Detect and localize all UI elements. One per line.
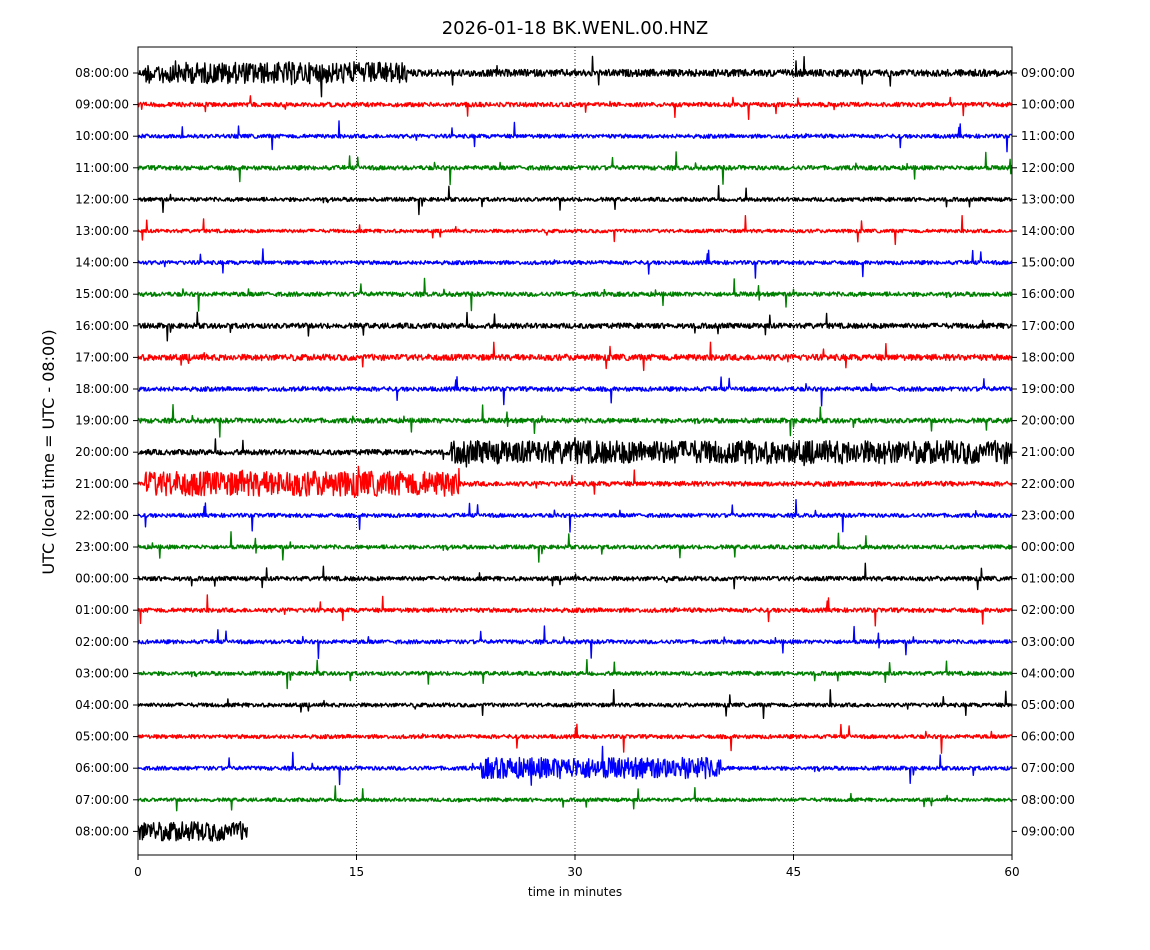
trace-line — [137, 248, 1013, 279]
x-tick-label: 15 — [349, 865, 364, 879]
y-tick-label-local: 07:00:00 — [1021, 761, 1075, 775]
y-tick-label-utc: 18:00:00 — [75, 382, 129, 396]
y-tick-label-utc: 07:00:00 — [75, 793, 129, 807]
trace-line — [137, 436, 1013, 468]
y-tick-label-local: 09:00:00 — [1021, 824, 1075, 838]
y-tick-label-local: 21:00:00 — [1021, 445, 1075, 459]
trace-line — [137, 785, 1013, 812]
y-tick-label-local: 05:00:00 — [1021, 698, 1075, 712]
y-tick-label-local: 00:00:00 — [1021, 540, 1075, 554]
y-tick-label-utc: 19:00:00 — [75, 414, 129, 428]
y-tick-label-utc: 21:00:00 — [75, 477, 129, 491]
y-tick-label-utc: 01:00:00 — [75, 603, 129, 617]
trace-line — [137, 562, 1013, 591]
y-tick-label-utc: 09:00:00 — [75, 98, 129, 112]
y-tick-label-utc: 04:00:00 — [75, 698, 129, 712]
trace-line — [137, 499, 1013, 533]
y-tick-label-utc: 03:00:00 — [75, 666, 129, 680]
y-tick-label-utc: 05:00:00 — [75, 730, 129, 744]
trace-line — [137, 376, 1013, 407]
y-tick-label-local: 16:00:00 — [1021, 287, 1075, 301]
y-tick-label-utc: 10:00:00 — [75, 129, 129, 143]
y-tick-label-utc: 23:00:00 — [75, 540, 129, 554]
trace-line — [137, 625, 1013, 660]
trace-line — [137, 341, 1013, 372]
trace-line — [137, 151, 1013, 186]
y-tick-label-local: 15:00:00 — [1021, 256, 1075, 270]
x-tick-label: 60 — [1004, 865, 1019, 879]
trace-line — [137, 465, 1013, 498]
y-tick-label-local: 17:00:00 — [1021, 319, 1075, 333]
y-tick-label-utc: 12:00:00 — [75, 192, 129, 206]
y-tick-label-utc: 08:00:00 — [75, 66, 129, 80]
y-tick-label-local: 19:00:00 — [1021, 382, 1075, 396]
y-axis-label: UTC (local time = UTC - 08:00) — [39, 329, 58, 574]
x-tick-label: 30 — [567, 865, 582, 879]
y-tick-label-utc: 13:00:00 — [75, 224, 129, 238]
y-tick-label-utc: 11:00:00 — [75, 161, 129, 175]
y-tick-label-utc: 08:00:00 — [75, 824, 129, 838]
y-tick-label-local: 03:00:00 — [1021, 635, 1075, 649]
chart-title: 2026-01-18 BK.WENL.00.HNZ — [442, 18, 709, 39]
axis-ticks: 0 15 30 45 60 08:00:00 09:00:00 09:00:00 10:00:0… — [75, 66, 1075, 879]
plot-frame — [137, 46, 1013, 856]
trace-line — [137, 531, 1013, 563]
y-tick-label-utc: 06:00:00 — [75, 761, 129, 775]
y-tick-label-local: 08:00:00 — [1021, 793, 1075, 807]
trace-line — [137, 689, 1013, 719]
y-tick-label-utc: 17:00:00 — [75, 350, 129, 364]
trace-line — [137, 95, 1013, 120]
y-tick-label-utc: 00:00:00 — [75, 572, 129, 586]
trace-line — [137, 55, 1013, 98]
trace-line — [137, 821, 248, 842]
y-tick-label-local: 20:00:00 — [1021, 414, 1075, 428]
trace-line — [137, 311, 1013, 342]
y-tick-label-utc: 14:00:00 — [75, 256, 129, 270]
trace-line — [137, 185, 1013, 216]
y-tick-label-utc: 16:00:00 — [75, 319, 129, 333]
y-tick-label-utc: 15:00:00 — [75, 287, 129, 301]
x-tick-label: 0 — [134, 865, 142, 879]
y-tick-label-local: 23:00:00 — [1021, 508, 1075, 522]
y-tick-label-local: 12:00:00 — [1021, 161, 1075, 175]
y-tick-label-local: 02:00:00 — [1021, 603, 1075, 617]
trace-line — [137, 594, 1013, 627]
trace-line — [137, 745, 1013, 786]
y-tick-label-local: 22:00:00 — [1021, 477, 1075, 491]
trace-line — [137, 659, 1013, 690]
trace-line — [137, 723, 1013, 754]
y-tick-label-local: 18:00:00 — [1021, 350, 1075, 364]
y-tick-label-local: 11:00:00 — [1021, 129, 1075, 143]
y-tick-label-utc: 22:00:00 — [75, 508, 129, 522]
y-tick-label-local: 01:00:00 — [1021, 572, 1075, 586]
trace-line — [137, 215, 1013, 246]
y-tick-label-local: 06:00:00 — [1021, 730, 1075, 744]
y-tick-label-local: 13:00:00 — [1021, 192, 1075, 206]
x-tick-label: 45 — [786, 865, 801, 879]
x-axis-label: time in minutes — [528, 885, 622, 899]
seismic-traces — [137, 55, 1013, 842]
y-tick-label-utc: 02:00:00 — [75, 635, 129, 649]
y-tick-label-local: 10:00:00 — [1021, 98, 1075, 112]
y-tick-label-local: 04:00:00 — [1021, 666, 1075, 680]
trace-line — [137, 120, 1013, 153]
trace-line — [137, 404, 1013, 438]
trace-line — [137, 277, 1013, 312]
y-tick-label-local: 14:00:00 — [1021, 224, 1075, 238]
y-tick-label-local: 09:00:00 — [1021, 66, 1075, 80]
y-tick-label-utc: 20:00:00 — [75, 445, 129, 459]
